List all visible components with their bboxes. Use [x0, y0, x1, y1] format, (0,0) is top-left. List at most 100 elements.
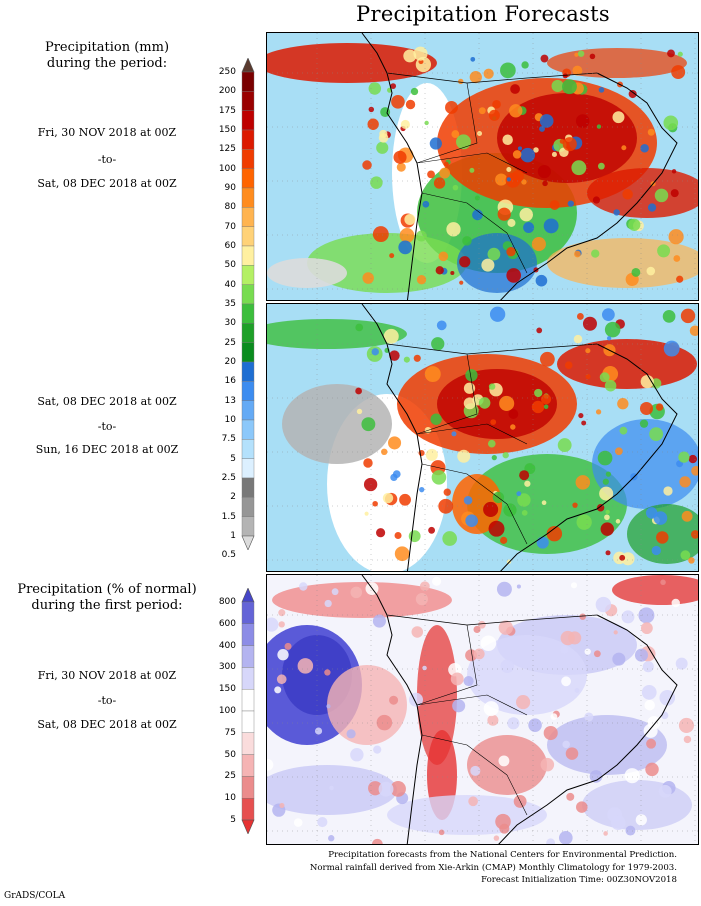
precip-cell — [502, 452, 509, 459]
precip-cell — [498, 620, 513, 635]
precip-cell — [368, 106, 375, 113]
precip-cell — [483, 501, 499, 517]
precip-cell — [435, 266, 444, 275]
precip-cell — [422, 665, 427, 671]
precip-cell — [575, 114, 590, 128]
precip-cell — [615, 519, 621, 524]
precip-mm-heading-line2: during the period: — [46, 56, 168, 71]
precip-field-patch — [557, 339, 697, 389]
precip-cell — [328, 835, 335, 842]
precip-cell — [673, 255, 681, 262]
precip-cell — [683, 735, 692, 744]
precip-cell — [416, 275, 427, 285]
precip-cell — [370, 176, 383, 189]
period1-sep: -to- — [97, 153, 117, 166]
country-border — [416, 353, 478, 435]
precip-cell — [499, 823, 510, 834]
precip-cell — [478, 620, 486, 629]
precip-cell — [574, 250, 581, 258]
colorbar-level-label: 175 — [218, 105, 236, 116]
precip-cell — [478, 397, 491, 409]
precip-cell — [278, 609, 286, 617]
precip-cell — [602, 478, 609, 485]
precip-cell — [524, 480, 531, 487]
precip-map-period2 — [267, 304, 698, 571]
precip-cell — [383, 328, 399, 344]
precip-cell — [624, 768, 640, 784]
colorbar-segment — [241, 187, 255, 208]
precip-cell — [483, 701, 499, 717]
precip-cell — [651, 545, 661, 556]
precip-cell — [612, 111, 625, 124]
precip-cell — [489, 306, 506, 322]
precip-cell — [539, 126, 545, 132]
colorbar-segment — [241, 419, 255, 440]
precip-cell — [517, 493, 531, 507]
precip-field-patch — [612, 575, 698, 605]
precip-cell — [364, 511, 369, 516]
precip-cell — [490, 419, 497, 426]
precip-cell — [656, 531, 669, 544]
colorbar-level-label: 10 — [224, 793, 236, 804]
precip-cell — [362, 272, 374, 284]
precip-field-patch — [587, 168, 698, 218]
precip-cell — [470, 56, 476, 62]
precip-cell — [604, 514, 610, 521]
precip-cell — [403, 49, 417, 63]
colorbar-segment — [241, 381, 255, 401]
colorbar-level-label: 5 — [230, 453, 236, 464]
precip-cell — [491, 455, 497, 461]
country-border — [416, 624, 478, 706]
precip-cell — [519, 470, 530, 481]
precip-field-patch — [307, 233, 467, 293]
precip-cell — [507, 717, 520, 730]
precip-cell — [597, 162, 605, 170]
precip-cell — [612, 652, 626, 666]
country-border — [416, 694, 528, 716]
precip-cell — [368, 781, 383, 796]
colorbar-segment — [241, 323, 255, 343]
precip-cell — [388, 436, 402, 450]
precip-cell — [536, 536, 549, 549]
precip-cell — [442, 531, 458, 546]
precip-cell — [681, 510, 693, 522]
precip-cell — [691, 530, 698, 539]
grads-credit: GrADS/COLA — [4, 891, 66, 901]
precip-cell — [622, 189, 633, 200]
colorbar-level-label: 10 — [224, 415, 236, 425]
colorbar-segment — [241, 149, 255, 169]
precip-cell — [663, 340, 680, 357]
precip-cell — [571, 160, 587, 176]
precip-cell — [658, 784, 672, 798]
colorbar-level-label: 150 — [218, 684, 236, 695]
precip-cell — [456, 134, 471, 150]
precip-cell — [500, 536, 508, 544]
precip-cell — [483, 68, 494, 79]
precip-cell — [573, 334, 583, 344]
precip-cell — [445, 100, 458, 114]
precip-cell — [478, 107, 486, 115]
precip-cell — [428, 526, 436, 534]
precip-cell — [331, 588, 339, 596]
precip-cell — [438, 498, 454, 514]
precip-cell — [521, 61, 529, 69]
precip-cell — [438, 251, 449, 262]
colorbar-segment — [241, 110, 255, 131]
precip-field-patch — [417, 625, 457, 765]
precip-cell — [438, 829, 445, 836]
precip-cell — [390, 473, 398, 482]
precip-cell — [497, 207, 511, 221]
precip-cell — [363, 458, 373, 468]
precip-cell — [592, 196, 601, 204]
percent-normal-heading-line1: Precipitation (% of normal) — [17, 582, 197, 597]
precip-cell — [647, 203, 657, 212]
precip-cell — [324, 599, 332, 608]
footer-line1: Precipitation forecasts from the Nationa… — [328, 850, 677, 860]
precip-cell — [372, 500, 378, 507]
precip-cell — [643, 723, 658, 738]
precip-cell — [465, 514, 478, 528]
precip-cell — [415, 593, 428, 606]
precip-cell — [433, 177, 446, 189]
precip-cell — [284, 642, 292, 650]
precip-cell — [657, 244, 671, 258]
